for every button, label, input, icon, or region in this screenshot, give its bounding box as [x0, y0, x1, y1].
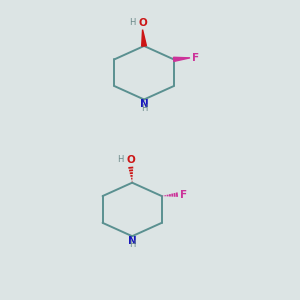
- Text: H: H: [129, 240, 135, 249]
- Text: H: H: [129, 18, 136, 27]
- Text: O: O: [138, 18, 147, 28]
- Text: F: F: [192, 53, 200, 63]
- Text: N: N: [140, 100, 148, 110]
- Polygon shape: [142, 30, 146, 46]
- Polygon shape: [173, 57, 190, 62]
- Text: H: H: [118, 155, 124, 164]
- Text: F: F: [181, 190, 188, 200]
- Text: N: N: [128, 236, 136, 246]
- Text: H: H: [141, 103, 147, 112]
- Text: O: O: [126, 155, 135, 165]
